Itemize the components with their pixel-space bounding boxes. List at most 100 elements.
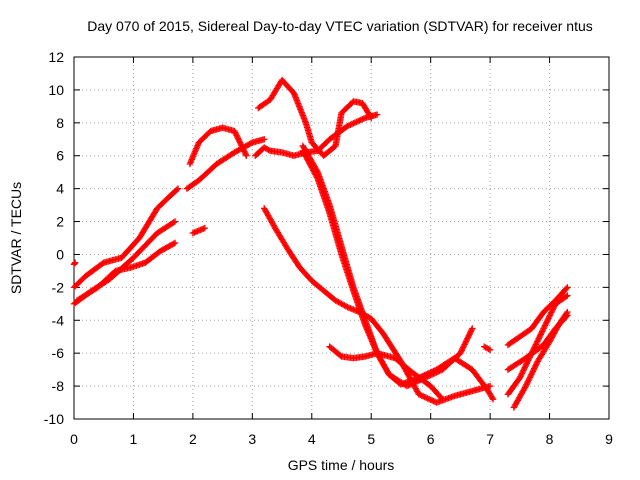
data-point [546, 313, 553, 321]
x-tick-label: 7 [486, 431, 494, 447]
data-point [243, 152, 250, 159]
data-point [562, 293, 570, 300]
data-point [241, 149, 249, 157]
data-point [231, 129, 239, 136]
data-point [313, 174, 321, 181]
data-point [373, 111, 381, 118]
data-point [528, 369, 536, 377]
data-point [547, 310, 554, 318]
data-point [238, 142, 245, 149]
data-point [527, 372, 534, 380]
data-point [466, 329, 474, 337]
series-arc-14 [480, 343, 494, 354]
data-point [533, 339, 540, 347]
x-tick-label: 3 [248, 431, 256, 447]
data-point [457, 349, 464, 357]
data-point [461, 341, 468, 348]
data-point [536, 334, 543, 341]
data-point [526, 374, 534, 381]
data-point [236, 138, 243, 145]
data-point [261, 136, 268, 143]
data-point [465, 332, 472, 339]
data-point [234, 133, 241, 141]
data-point [535, 335, 542, 342]
data-point [540, 325, 547, 332]
data-point [489, 394, 496, 402]
y-tick-label: 6 [56, 148, 64, 164]
data-point [534, 336, 542, 344]
data-point [174, 185, 182, 192]
data-point [532, 362, 539, 369]
data-point [201, 224, 208, 232]
data-point [564, 284, 571, 291]
data-point [71, 259, 79, 266]
data-point [563, 313, 570, 320]
data-point [241, 148, 248, 155]
x-tick-label: 1 [130, 431, 138, 447]
data-point [458, 347, 465, 354]
data-point [242, 151, 249, 158]
data-point [519, 368, 526, 376]
data-point [532, 341, 540, 348]
data-point [236, 139, 244, 146]
data-point [486, 346, 494, 354]
y-tick-label: -6 [52, 345, 65, 361]
series-arc-10 [299, 142, 497, 403]
y-tick-label: 4 [56, 181, 64, 197]
x-tick-label: 4 [308, 431, 316, 447]
data-point [520, 365, 528, 373]
series-arc-7 [186, 124, 250, 168]
series-arc-16 [504, 292, 571, 398]
data-point [170, 219, 177, 226]
data-point [543, 318, 551, 325]
data-series [70, 76, 571, 411]
data-point [542, 320, 549, 328]
y-tick-label: 12 [48, 49, 64, 65]
data-point [518, 370, 526, 377]
data-point [234, 135, 242, 142]
data-point [528, 371, 535, 378]
data-point [522, 361, 530, 368]
y-tick-label: 2 [56, 214, 64, 230]
series-arc-12 [261, 205, 494, 406]
y-tick-label: -2 [52, 279, 65, 295]
data-point [522, 363, 529, 370]
data-point [549, 306, 556, 313]
data-point [462, 338, 470, 345]
data-point [524, 378, 532, 385]
data-point [240, 146, 247, 154]
data-point [232, 130, 240, 138]
data-point [171, 239, 179, 247]
data-point [486, 382, 494, 390]
data-point [536, 332, 544, 339]
series-arc-3 [73, 239, 179, 304]
data-point [550, 304, 557, 312]
data-point [533, 361, 540, 368]
data-point [237, 140, 244, 148]
y-tick-label: -10 [44, 411, 64, 427]
y-tick-label: 8 [56, 115, 64, 131]
y-tick-label: 0 [56, 246, 64, 262]
chart-title: Day 070 of 2015, Sidereal Day-to-day VTE… [87, 18, 593, 34]
data-point [464, 335, 471, 342]
data-point [523, 379, 531, 387]
x-tick-label: 8 [546, 431, 554, 447]
data-point [529, 368, 536, 375]
data-point [247, 140, 255, 147]
data-point [537, 331, 545, 338]
y-axis-label: SDTVAR / TECUs [8, 182, 24, 294]
data-point [438, 394, 445, 402]
data-point [546, 312, 554, 319]
data-point [517, 373, 524, 380]
y-tick-label: 10 [48, 82, 64, 98]
data-point [368, 114, 375, 122]
data-point [541, 323, 548, 331]
y-tick-label: -4 [52, 312, 65, 328]
data-point [173, 186, 181, 193]
data-point [459, 345, 466, 353]
data-point [526, 375, 533, 383]
data-point [439, 396, 446, 403]
data-point [525, 377, 532, 384]
series-arc-18 [504, 312, 571, 373]
